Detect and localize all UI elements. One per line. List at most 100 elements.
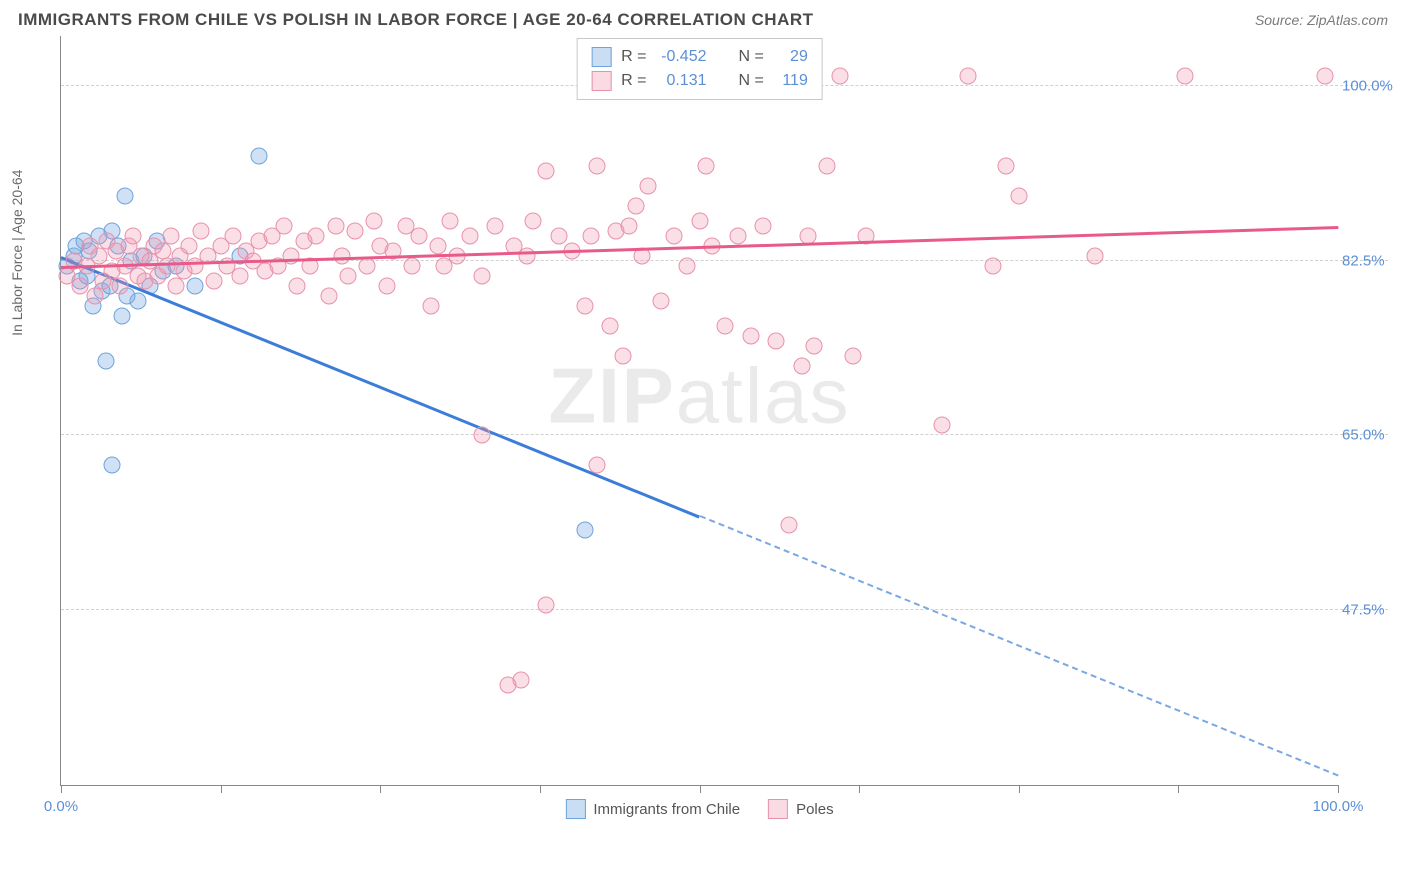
x-tick xyxy=(1019,785,1020,793)
data-point-poles xyxy=(589,457,606,474)
data-point-poles xyxy=(423,297,440,314)
series-legend: Immigrants from Chile Poles xyxy=(565,799,833,819)
swatch-blue-icon-2 xyxy=(565,799,585,819)
x-tick xyxy=(859,785,860,793)
data-point-poles xyxy=(602,317,619,334)
data-point-poles xyxy=(551,227,568,244)
n-value-poles: 119 xyxy=(774,72,808,90)
data-point-poles xyxy=(162,227,179,244)
data-point-poles xyxy=(678,257,695,274)
x-tick xyxy=(1178,785,1179,793)
y-axis-label: In Labor Force | Age 20-64 xyxy=(9,169,25,335)
data-point-poles xyxy=(538,597,555,614)
data-point-poles xyxy=(614,347,631,364)
data-point-poles xyxy=(576,297,593,314)
data-point-chile xyxy=(97,352,114,369)
data-point-poles xyxy=(340,267,357,284)
data-point-chile xyxy=(250,147,267,164)
data-point-chile xyxy=(576,522,593,539)
data-point-poles xyxy=(640,177,657,194)
data-point-poles xyxy=(844,347,861,364)
data-point-poles xyxy=(1317,67,1334,84)
n-label: N = xyxy=(739,48,764,66)
stats-legend: R = -0.452 N = 29 R = 0.131 N = 119 xyxy=(576,38,823,100)
data-point-poles xyxy=(124,227,141,244)
x-tick xyxy=(540,785,541,793)
data-point-poles xyxy=(225,227,242,244)
legend-label-poles: Poles xyxy=(796,801,834,818)
data-point-poles xyxy=(231,267,248,284)
data-point-poles xyxy=(729,227,746,244)
legend-item-poles: Poles xyxy=(768,799,834,819)
data-point-poles xyxy=(474,267,491,284)
gridline xyxy=(61,434,1388,435)
swatch-pink-icon xyxy=(591,71,611,91)
data-point-poles xyxy=(308,227,325,244)
data-point-poles xyxy=(487,217,504,234)
r-value-chile: -0.452 xyxy=(657,48,707,66)
y-tick-label: 65.0% xyxy=(1342,427,1402,444)
data-point-poles xyxy=(512,672,529,689)
gridline xyxy=(61,609,1388,610)
data-point-poles xyxy=(111,277,128,294)
data-point-poles xyxy=(180,237,197,254)
data-point-poles xyxy=(289,277,306,294)
data-point-poles xyxy=(621,217,638,234)
data-point-poles xyxy=(582,227,599,244)
data-point-poles xyxy=(333,247,350,264)
r-value-poles: 0.131 xyxy=(657,72,707,90)
data-point-poles xyxy=(91,247,108,264)
x-tick xyxy=(380,785,381,793)
stats-row-chile: R = -0.452 N = 29 xyxy=(591,45,808,69)
legend-item-chile: Immigrants from Chile xyxy=(565,799,740,819)
data-point-poles xyxy=(959,67,976,84)
data-point-poles xyxy=(691,212,708,229)
data-point-poles xyxy=(276,217,293,234)
data-point-poles xyxy=(1176,67,1193,84)
data-point-poles xyxy=(346,222,363,239)
stats-row-poles: R = 0.131 N = 119 xyxy=(591,69,808,93)
data-point-poles xyxy=(206,272,223,289)
data-point-poles xyxy=(72,277,89,294)
data-point-poles xyxy=(665,227,682,244)
legend-label-chile: Immigrants from Chile xyxy=(593,801,740,818)
data-point-poles xyxy=(742,327,759,344)
data-point-poles xyxy=(806,337,823,354)
data-point-poles xyxy=(461,227,478,244)
data-point-poles xyxy=(717,317,734,334)
swatch-blue-icon xyxy=(591,47,611,67)
chart-container: ZIPatlas R = -0.452 N = 29 R = 0.131 N =… xyxy=(60,36,1388,826)
data-point-poles xyxy=(167,277,184,294)
data-point-poles xyxy=(768,332,785,349)
x-tick xyxy=(700,785,701,793)
x-tick-label: 0.0% xyxy=(44,798,78,815)
n-label-2: N = xyxy=(739,72,764,90)
data-point-poles xyxy=(997,157,1014,174)
plot-area: ZIPatlas R = -0.452 N = 29 R = 0.131 N =… xyxy=(60,36,1338,786)
data-point-poles xyxy=(321,287,338,304)
chart-header: IMMIGRANTS FROM CHILE VS POLISH IN LABOR… xyxy=(0,0,1406,36)
data-point-chile xyxy=(187,277,204,294)
data-point-poles xyxy=(538,162,555,179)
chart-title: IMMIGRANTS FROM CHILE VS POLISH IN LABOR… xyxy=(18,10,814,30)
data-point-poles xyxy=(410,227,427,244)
data-point-poles xyxy=(1010,187,1027,204)
data-point-poles xyxy=(378,277,395,294)
y-tick-label: 100.0% xyxy=(1342,77,1402,94)
trend-line-chile xyxy=(60,256,700,518)
data-point-poles xyxy=(365,212,382,229)
data-point-chile xyxy=(114,307,131,324)
y-tick-label: 47.5% xyxy=(1342,602,1402,619)
source-attribution: Source: ZipAtlas.com xyxy=(1255,12,1388,28)
data-point-poles xyxy=(404,257,421,274)
data-point-poles xyxy=(627,197,644,214)
data-point-poles xyxy=(985,257,1002,274)
trend-line-chile-extrapolated xyxy=(699,515,1338,777)
data-point-poles xyxy=(755,217,772,234)
data-point-poles xyxy=(429,237,446,254)
n-value-chile: 29 xyxy=(774,48,808,66)
data-point-poles xyxy=(474,427,491,444)
data-point-chile xyxy=(104,457,121,474)
data-point-poles xyxy=(1087,247,1104,264)
data-point-poles xyxy=(793,357,810,374)
